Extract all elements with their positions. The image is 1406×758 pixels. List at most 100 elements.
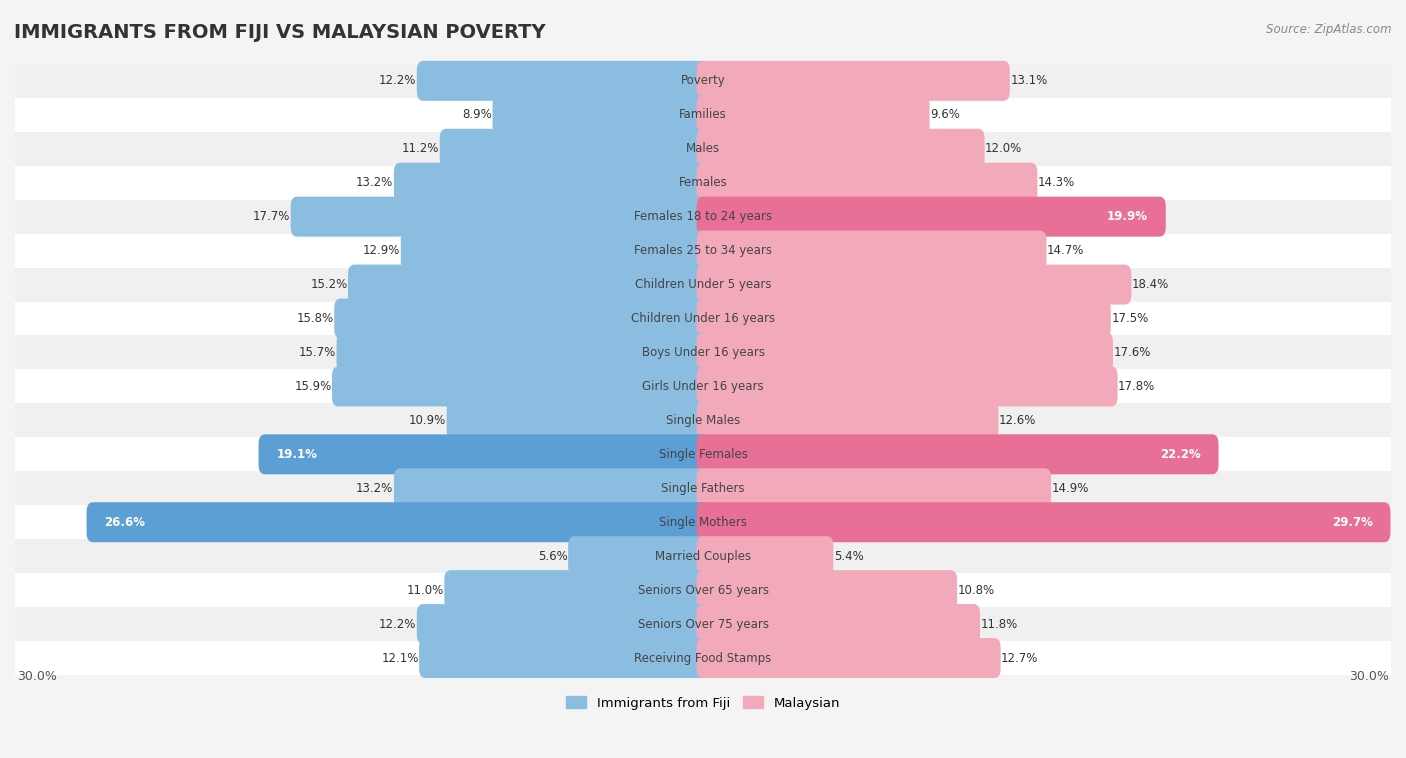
Text: IMMIGRANTS FROM FIJI VS MALAYSIAN POVERTY: IMMIGRANTS FROM FIJI VS MALAYSIAN POVERT… bbox=[14, 23, 546, 42]
FancyBboxPatch shape bbox=[696, 230, 1046, 271]
Bar bbox=[15, 369, 1391, 403]
FancyBboxPatch shape bbox=[696, 503, 1391, 542]
Bar bbox=[15, 268, 1391, 302]
Text: 14.3%: 14.3% bbox=[1038, 176, 1076, 190]
Text: Single Fathers: Single Fathers bbox=[661, 482, 745, 495]
FancyBboxPatch shape bbox=[394, 163, 710, 202]
Text: Children Under 16 years: Children Under 16 years bbox=[631, 312, 775, 325]
Text: 17.8%: 17.8% bbox=[1118, 380, 1156, 393]
Bar bbox=[15, 539, 1391, 573]
FancyBboxPatch shape bbox=[696, 638, 1001, 678]
Text: Single Females: Single Females bbox=[658, 448, 748, 461]
FancyBboxPatch shape bbox=[87, 503, 710, 542]
Text: Source: ZipAtlas.com: Source: ZipAtlas.com bbox=[1267, 23, 1392, 36]
Text: 22.2%: 22.2% bbox=[1160, 448, 1201, 461]
Text: 12.6%: 12.6% bbox=[998, 414, 1036, 427]
Text: 5.4%: 5.4% bbox=[834, 550, 863, 562]
FancyBboxPatch shape bbox=[696, 366, 1118, 406]
Text: 13.2%: 13.2% bbox=[356, 482, 394, 495]
Text: 11.0%: 11.0% bbox=[406, 584, 444, 597]
Text: 14.7%: 14.7% bbox=[1047, 244, 1084, 257]
Bar bbox=[15, 64, 1391, 98]
FancyBboxPatch shape bbox=[696, 604, 980, 644]
Bar bbox=[15, 403, 1391, 437]
Text: 26.6%: 26.6% bbox=[104, 515, 145, 529]
Text: 13.2%: 13.2% bbox=[356, 176, 394, 190]
FancyBboxPatch shape bbox=[401, 230, 710, 271]
FancyBboxPatch shape bbox=[416, 61, 710, 101]
Text: Families: Families bbox=[679, 108, 727, 121]
Text: 5.6%: 5.6% bbox=[538, 550, 568, 562]
Text: 18.4%: 18.4% bbox=[1132, 278, 1170, 291]
Text: 9.6%: 9.6% bbox=[929, 108, 960, 121]
FancyBboxPatch shape bbox=[696, 468, 1052, 509]
Text: Poverty: Poverty bbox=[681, 74, 725, 87]
FancyBboxPatch shape bbox=[492, 95, 710, 135]
FancyBboxPatch shape bbox=[696, 299, 1111, 339]
FancyBboxPatch shape bbox=[332, 366, 710, 406]
Text: 8.9%: 8.9% bbox=[463, 108, 492, 121]
FancyBboxPatch shape bbox=[416, 604, 710, 644]
Text: 17.7%: 17.7% bbox=[253, 210, 290, 223]
FancyBboxPatch shape bbox=[394, 468, 710, 509]
Text: 15.9%: 15.9% bbox=[294, 380, 332, 393]
Text: Girls Under 16 years: Girls Under 16 years bbox=[643, 380, 763, 393]
FancyBboxPatch shape bbox=[696, 400, 998, 440]
Text: 30.0%: 30.0% bbox=[17, 670, 58, 683]
Legend: Immigrants from Fiji, Malaysian: Immigrants from Fiji, Malaysian bbox=[561, 691, 845, 715]
Text: 12.7%: 12.7% bbox=[1001, 652, 1039, 665]
FancyBboxPatch shape bbox=[696, 95, 929, 135]
Text: 14.9%: 14.9% bbox=[1052, 482, 1090, 495]
FancyBboxPatch shape bbox=[696, 570, 957, 610]
FancyBboxPatch shape bbox=[696, 265, 1132, 305]
Text: 10.9%: 10.9% bbox=[409, 414, 446, 427]
Text: 12.2%: 12.2% bbox=[380, 618, 416, 631]
FancyBboxPatch shape bbox=[696, 196, 1166, 236]
Text: Seniors Over 65 years: Seniors Over 65 years bbox=[637, 584, 769, 597]
FancyBboxPatch shape bbox=[259, 434, 710, 475]
FancyBboxPatch shape bbox=[447, 400, 710, 440]
Text: 15.2%: 15.2% bbox=[311, 278, 347, 291]
Bar bbox=[15, 471, 1391, 506]
Text: 11.8%: 11.8% bbox=[980, 618, 1018, 631]
Text: 12.0%: 12.0% bbox=[986, 143, 1022, 155]
Text: Single Males: Single Males bbox=[666, 414, 740, 427]
FancyBboxPatch shape bbox=[349, 265, 710, 305]
Text: 10.8%: 10.8% bbox=[957, 584, 994, 597]
Bar bbox=[15, 199, 1391, 233]
Text: 12.1%: 12.1% bbox=[381, 652, 419, 665]
Text: 15.7%: 15.7% bbox=[299, 346, 336, 359]
Text: Boys Under 16 years: Boys Under 16 years bbox=[641, 346, 765, 359]
Bar bbox=[15, 132, 1391, 166]
Bar bbox=[15, 233, 1391, 268]
Text: Seniors Over 75 years: Seniors Over 75 years bbox=[637, 618, 769, 631]
Text: 11.2%: 11.2% bbox=[402, 143, 439, 155]
FancyBboxPatch shape bbox=[696, 61, 1010, 101]
Text: 12.2%: 12.2% bbox=[380, 74, 416, 87]
Text: 30.0%: 30.0% bbox=[1348, 670, 1389, 683]
Text: 15.8%: 15.8% bbox=[297, 312, 333, 325]
Bar bbox=[15, 437, 1391, 471]
FancyBboxPatch shape bbox=[335, 299, 710, 339]
Text: Receiving Food Stamps: Receiving Food Stamps bbox=[634, 652, 772, 665]
FancyBboxPatch shape bbox=[291, 196, 710, 236]
Text: Single Mothers: Single Mothers bbox=[659, 515, 747, 529]
FancyBboxPatch shape bbox=[419, 638, 710, 678]
Bar bbox=[15, 302, 1391, 336]
FancyBboxPatch shape bbox=[696, 129, 984, 169]
FancyBboxPatch shape bbox=[696, 163, 1038, 202]
Text: 17.6%: 17.6% bbox=[1114, 346, 1152, 359]
Text: Females 18 to 24 years: Females 18 to 24 years bbox=[634, 210, 772, 223]
Bar bbox=[15, 166, 1391, 199]
Text: Females 25 to 34 years: Females 25 to 34 years bbox=[634, 244, 772, 257]
Text: Females: Females bbox=[679, 176, 727, 190]
FancyBboxPatch shape bbox=[440, 129, 710, 169]
FancyBboxPatch shape bbox=[568, 536, 710, 576]
Bar bbox=[15, 98, 1391, 132]
Text: Children Under 5 years: Children Under 5 years bbox=[634, 278, 772, 291]
Text: 13.1%: 13.1% bbox=[1011, 74, 1047, 87]
Bar bbox=[15, 573, 1391, 607]
Text: 17.5%: 17.5% bbox=[1111, 312, 1149, 325]
FancyBboxPatch shape bbox=[444, 570, 710, 610]
Bar bbox=[15, 506, 1391, 539]
